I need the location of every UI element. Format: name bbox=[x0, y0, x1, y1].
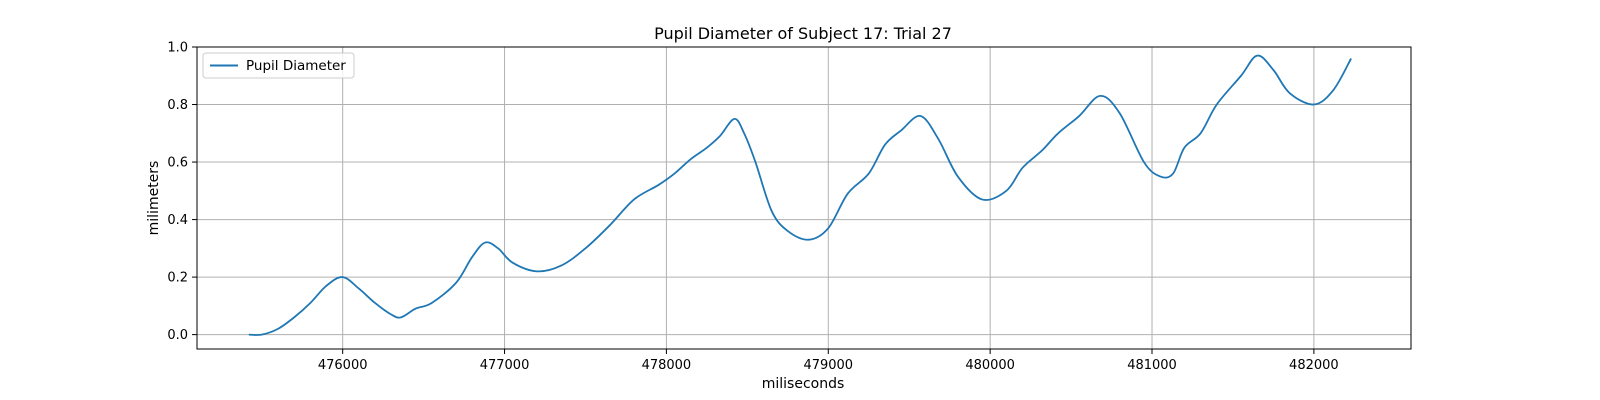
plot-frame bbox=[196, 46, 1412, 350]
x-tick-label: 477000 bbox=[480, 358, 530, 373]
legend-box bbox=[202, 52, 355, 79]
y-tick-label: 0.0 bbox=[167, 328, 188, 343]
series-line-pupil-diameter bbox=[248, 54, 1352, 336]
x-tick-label: 481000 bbox=[1127, 358, 1177, 373]
x-tick-label: 478000 bbox=[642, 358, 692, 373]
y-tick-label: 0.6 bbox=[167, 156, 188, 171]
chart-title: Pupil Diameter of Subject 17: Trial 27 bbox=[654, 24, 952, 43]
y-tick-label: 1.0 bbox=[167, 41, 188, 56]
x-axis: 476000 477000 478000 479000 480000 481000 4820… bbox=[318, 349, 1339, 373]
legend-label-pupil-diameter: Pupil Diameter bbox=[246, 58, 346, 74]
y-tick-label: 0.8 bbox=[167, 98, 188, 113]
y-axis-label: milimeters bbox=[146, 161, 162, 236]
y-tick-label: 0.2 bbox=[167, 271, 188, 286]
y-axis: 0.0 0.2 0.4 0.6 0.8 1.0 bbox=[167, 41, 197, 343]
x-tick-label: 479000 bbox=[803, 358, 853, 373]
legend: Pupil Diameter bbox=[202, 52, 355, 79]
x-tick-label: 476000 bbox=[318, 358, 368, 373]
series-layer bbox=[248, 54, 1352, 336]
x-tick-label: 480000 bbox=[965, 358, 1015, 373]
x-axis-label: miliseconds bbox=[762, 376, 845, 392]
y-tick-label: 0.4 bbox=[167, 213, 188, 228]
grid-lines bbox=[197, 46, 1411, 349]
x-tick-label: 482000 bbox=[1289, 358, 1339, 373]
